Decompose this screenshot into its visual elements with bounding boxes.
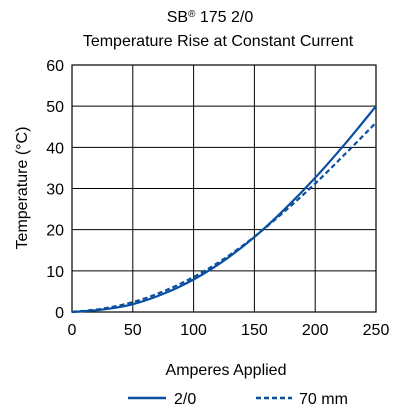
y-tick-label: 60 [46,58,64,75]
grid [72,65,376,312]
series-line-1 [71,121,377,314]
y-tick-label: 20 [46,223,64,240]
x-axis-label: Amperes Applied [166,362,287,379]
legend-label-70-mm: 70 mm [299,391,348,408]
x-tick-label: 250 [363,322,390,339]
y-axis-ticks: 0 10 20 30 40 50 60 [46,58,64,322]
chart-subtitle: Temperature Rise at Constant Current [83,33,354,50]
x-tick-label: 200 [302,322,329,339]
chart-title: SB® 175 2/0 [167,9,254,26]
plot-frame [71,64,377,313]
y-axis-label: Temperature (°C) [14,127,31,250]
y-tick-label: 50 [46,99,64,116]
x-tick-label: 0 [68,322,77,339]
y-tick-label: 0 [55,305,64,322]
y-tick-label: 10 [46,264,64,281]
x-tick-label: 50 [124,322,142,339]
series-group [71,105,377,314]
x-axis-ticks: 0 50 100 150 200 250 [68,322,390,339]
y-tick-label: 40 [46,140,64,157]
legend: 2/0 70 mm [128,391,348,408]
x-tick-label: 150 [241,322,268,339]
y-tick-label: 30 [46,182,64,199]
x-tick-label: 100 [180,322,207,339]
series-line-0 [71,105,377,314]
legend-label-2-0: 2/0 [174,391,196,408]
